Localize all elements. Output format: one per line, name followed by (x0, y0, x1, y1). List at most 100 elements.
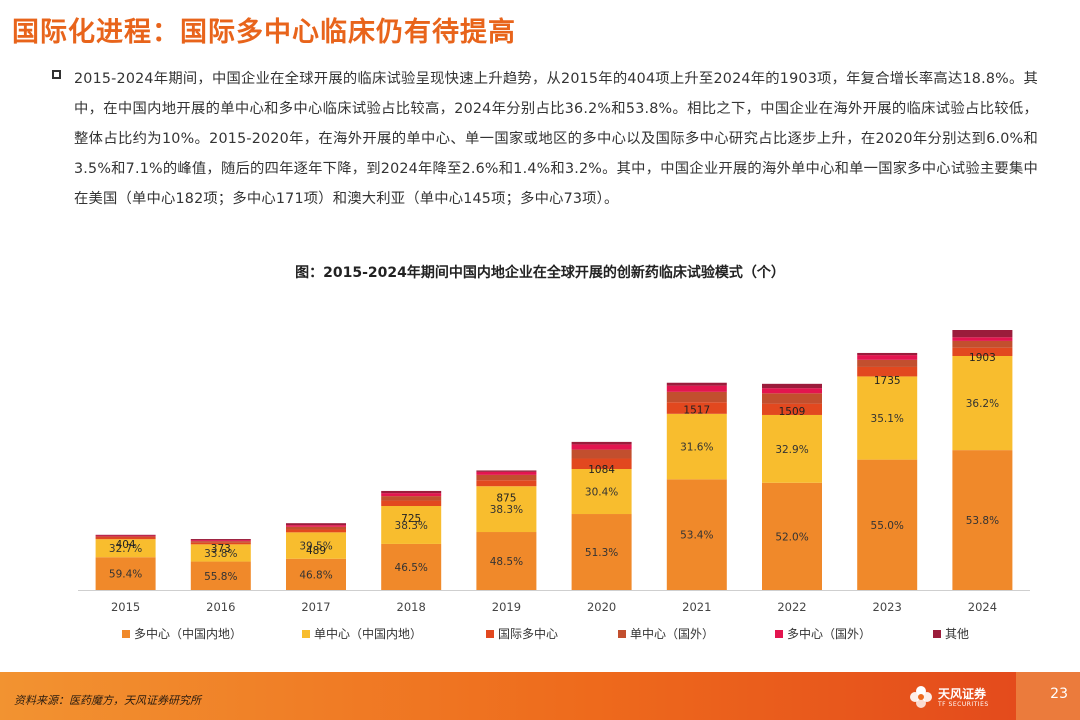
segment-percent-label: 32.9% (775, 444, 808, 456)
segment-percent-label: 35.1% (871, 413, 904, 425)
segment-percent-label: 46.8% (299, 569, 332, 581)
bar-segment (286, 525, 346, 527)
bar-segment (666, 402, 727, 414)
x-tick-label: 2015 (111, 600, 140, 614)
legend-label: 单中心（中国内地） (314, 626, 422, 641)
bar-segment (571, 444, 632, 450)
bar-segment (381, 496, 442, 501)
x-tick-label: 2017 (301, 600, 330, 614)
page-number-box: 23 (1016, 672, 1080, 720)
bar-segment (476, 480, 537, 487)
bar-segment (762, 393, 822, 404)
bar-total-label: 1735 (874, 375, 901, 387)
bar-segment (190, 561, 251, 590)
bar-segment (381, 493, 442, 497)
legend-swatch (302, 630, 310, 638)
bar-segment (95, 536, 156, 538)
segment-percent-label: 39.5% (299, 541, 332, 553)
bar-segment (95, 557, 156, 590)
bar-segment (381, 490, 442, 494)
segment-percent-label: 38.3% (490, 504, 523, 516)
x-tick-label: 2019 (492, 600, 521, 614)
bar-segment (190, 540, 251, 542)
company-logo: 天风证券 TF SECURITIES (908, 680, 1008, 714)
segment-percent-label: 46.5% (395, 562, 428, 574)
logo-flower-icon (910, 686, 932, 708)
bar-segment (95, 539, 156, 558)
bar-segment (476, 471, 537, 475)
bar-segment (857, 459, 918, 590)
bar-segment (95, 534, 156, 536)
stacked-bar-chart: 59.4% 32.7%404 2015 55.8% 33.8%373 2016 46.8% 3… (78, 330, 1030, 641)
bar-total-label: 725 (401, 513, 421, 525)
bar-segment (286, 558, 346, 590)
bar-segment (952, 330, 1013, 338)
bar-segment (95, 537, 156, 540)
segment-percent-label: 30.4% (585, 487, 618, 499)
legend-swatch (486, 630, 494, 638)
bar-total-label: 489 (306, 545, 326, 557)
legend-label: 其他 (945, 627, 969, 641)
segment-percent-label: 52.0% (775, 531, 808, 543)
legend-label: 单中心（国外） (630, 626, 714, 641)
bar-segment (666, 385, 727, 392)
bar-segment (857, 376, 918, 460)
segment-percent-label: 51.3% (585, 547, 618, 559)
bar-segment (857, 355, 918, 360)
bar-segment (666, 382, 727, 386)
x-tick-label: 2023 (873, 600, 902, 614)
bar-segment (952, 340, 1013, 348)
bar-segment (381, 506, 442, 544)
bar-segment (952, 347, 1013, 356)
page-number: 23 (1050, 686, 1068, 702)
legend-swatch (933, 630, 941, 638)
bar-segment (381, 543, 442, 590)
segment-percent-label: 55.8% (204, 571, 237, 583)
legend-label: 多中心（国外） (787, 626, 871, 641)
bar-total-label: 404 (116, 539, 136, 551)
bar-segment (286, 529, 346, 533)
segment-percent-label: 53.8% (966, 515, 999, 527)
bar-segment (476, 470, 537, 472)
bar-total-label: 1903 (969, 352, 996, 364)
segment-percent-label: 59.4% (109, 569, 142, 581)
segment-percent-label: 48.5% (490, 556, 523, 568)
bar-segment (286, 532, 346, 559)
x-tick-label: 2018 (397, 600, 426, 614)
x-tick-label: 2024 (968, 600, 997, 614)
bar-segment (571, 514, 632, 590)
bar-segment (286, 523, 346, 526)
legend-label: 国际多中心 (498, 626, 558, 641)
bar-total-label: 875 (496, 492, 516, 504)
bullet-square-icon (52, 70, 61, 79)
bar-segment (476, 474, 537, 481)
bar-segment (762, 482, 822, 590)
bar-segment (666, 479, 727, 590)
bar-segment (762, 388, 822, 394)
page-title: 国际化进程：国际多中心临床仍有待提高 (12, 17, 516, 48)
legend-label: 多中心（中国内地） (134, 626, 242, 641)
bar-segment (857, 352, 918, 356)
bar-segment (190, 539, 251, 541)
bar-segment (476, 486, 537, 533)
bar-segment (476, 532, 537, 590)
x-tick-label: 2021 (682, 600, 711, 614)
bar-segment (762, 414, 822, 483)
bar-total-label: 373 (211, 543, 231, 555)
bar-segment (952, 450, 1013, 590)
bar-segment (190, 544, 251, 562)
bar-segment (857, 359, 918, 367)
x-tick-label: 2020 (587, 600, 616, 614)
summary-bullet: 2015-2024年期间，中国企业在全球开展的临床试验呈现快速上升趋势，从201… (48, 64, 1038, 214)
segment-percent-label: 38.3% (395, 520, 428, 532)
segment-percent-label: 55.0% (871, 520, 904, 532)
bar-segment (190, 541, 251, 543)
segment-percent-label: 32.7% (109, 543, 142, 555)
bar-segment (95, 535, 156, 537)
logo-subtitle: TF SECURITIES (938, 701, 989, 708)
bar-segment (571, 441, 632, 445)
bar-segment (571, 449, 632, 459)
segment-percent-label: 36.2% (966, 398, 999, 410)
bar-segment (666, 391, 727, 403)
legend-swatch (618, 630, 626, 638)
